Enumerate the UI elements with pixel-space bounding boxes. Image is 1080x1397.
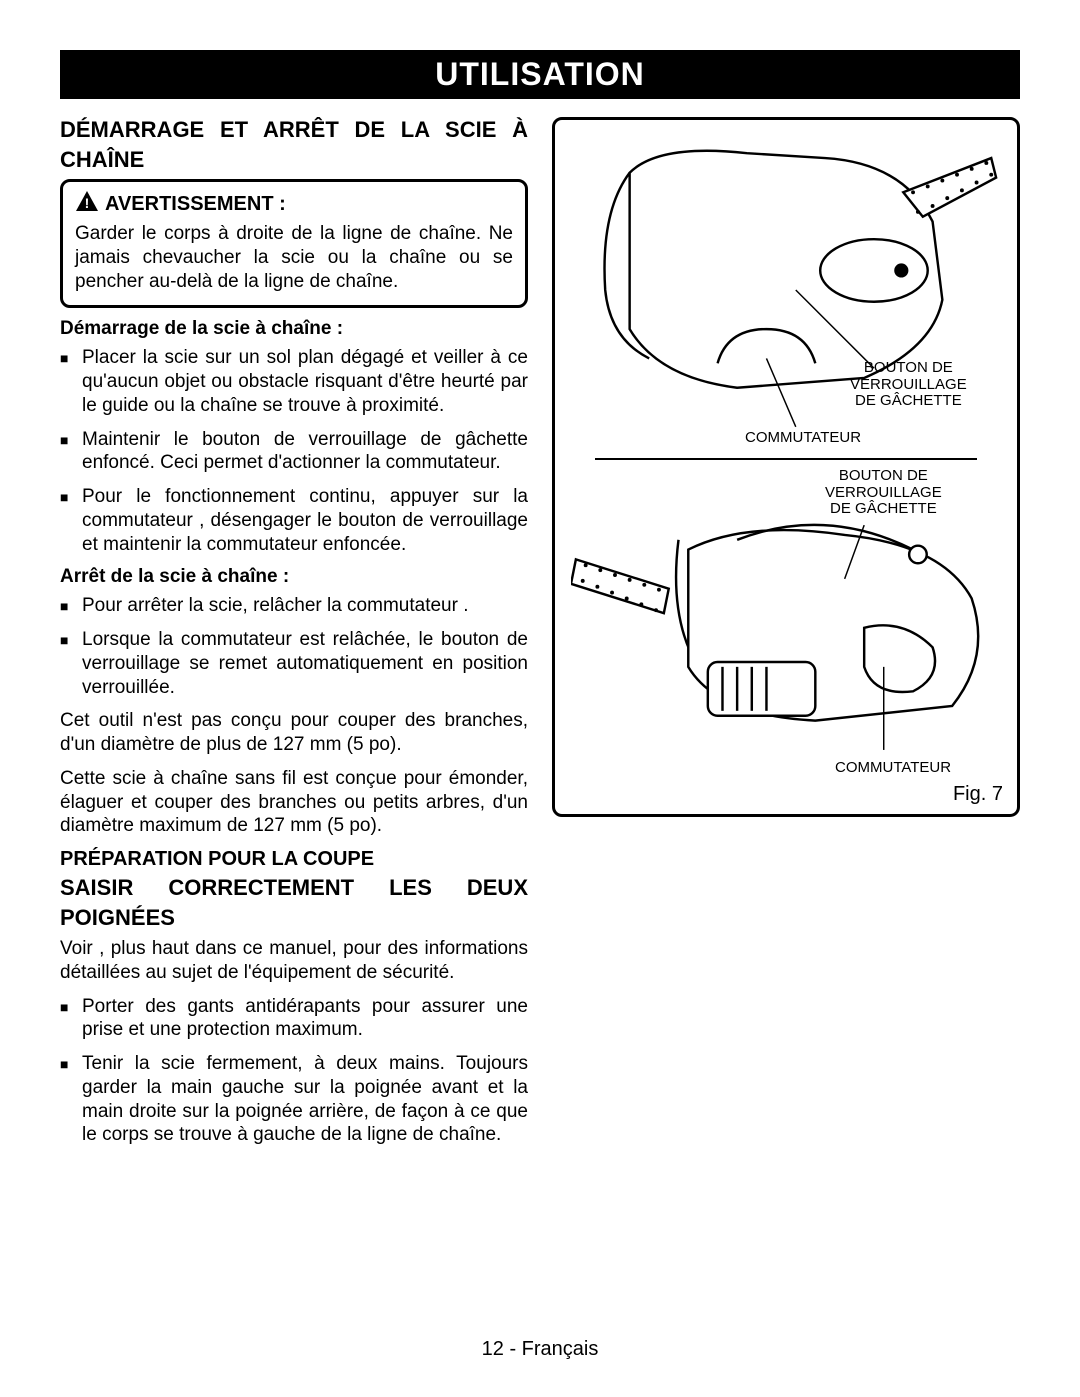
warning-title-text: AVERTISSEMENT : <box>105 193 286 216</box>
label-lock-button-2: BOUTON DE VERROUILLAGE DE GÂCHETTE <box>825 468 942 518</box>
list-item: Lorsque la commutateur est relâchée, le … <box>60 628 528 699</box>
grip-intro: Voir , plus haut dans ce manuel, pour de… <box>60 937 528 985</box>
left-column: DÉMARRAGE ET ARRÊT DE LA SCIE À CHAÎNE !… <box>60 117 528 1157</box>
chainsaw-top-view: BOUTON DE VERROUILLAGE DE GÂCHETTE COMMU… <box>565 130 1007 450</box>
list-item: Pour arrêter la scie, relâcher la commut… <box>60 594 528 618</box>
label-switch-2: COMMUTATEUR <box>835 760 951 777</box>
page-title-banner: UTILISATION <box>60 50 1020 99</box>
stop-list: Pour arrêter la scie, relâcher la commut… <box>60 594 528 699</box>
figure-divider <box>595 458 977 460</box>
figure-box: BOUTON DE VERROUILLAGE DE GÂCHETTE COMMU… <box>552 117 1020 817</box>
grip-heading-line2: POIGNÉES <box>60 905 528 931</box>
stop-heading: Arrêt de la scie à chaîne : <box>60 566 528 588</box>
start-heading: Démarrage de la scie à chaîne : <box>60 318 528 340</box>
warning-body: Garder le corps à droite de la ligne de … <box>75 222 513 293</box>
warning-box: ! AVERTISSEMENT : Garder le corps à droi… <box>60 179 528 308</box>
list-item: Placer la scie sur un sol plan dégagé et… <box>60 346 528 417</box>
warning-icon: ! <box>75 190 99 218</box>
page-footer: 12 - Français <box>0 1338 1080 1361</box>
list-item: Maintenir le bouton de verrouillage de g… <box>60 428 528 476</box>
grip-heading-line1: SAISIR CORRECTEMENT LES DEUX <box>60 875 528 901</box>
prep-heading: PRÉPARATION POUR LA COUPE <box>60 848 528 871</box>
chainsaw-bottom-view: BOUTON DE VERROUILLAGE DE GÂCHETTE <box>565 468 1007 778</box>
content-columns: DÉMARRAGE ET ARRÊT DE LA SCIE À CHAÎNE !… <box>60 117 1020 1157</box>
right-column: BOUTON DE VERROUILLAGE DE GÂCHETTE COMMU… <box>552 117 1020 1157</box>
section-heading-line1: DÉMARRAGE ET ARRÊT DE LA SCIE À <box>60 117 528 143</box>
list-item: Porter des gants antidérapants pour assu… <box>60 995 528 1043</box>
label-switch: COMMUTATEUR <box>745 430 861 447</box>
svg-text:!: ! <box>85 195 90 211</box>
grip-list: Porter des gants antidérapants pour assu… <box>60 995 528 1148</box>
note-paragraph: Cette scie à chaîne sans fil est conçue … <box>60 767 528 838</box>
list-item: Pour le fonctionnement continu, appuyer … <box>60 485 528 556</box>
note-paragraph: Cet outil n'est pas conçu pour couper de… <box>60 709 528 757</box>
figure-caption: Fig. 7 <box>953 783 1003 806</box>
list-item: Tenir la scie fermement, à deux mains. T… <box>60 1052 528 1147</box>
section-heading-line2: CHAÎNE <box>60 147 528 173</box>
start-list: Placer la scie sur un sol plan dégagé et… <box>60 346 528 556</box>
label-lock-button: BOUTON DE VERROUILLAGE DE GÂCHETTE <box>850 360 967 410</box>
warning-title: ! AVERTISSEMENT : <box>75 190 513 218</box>
